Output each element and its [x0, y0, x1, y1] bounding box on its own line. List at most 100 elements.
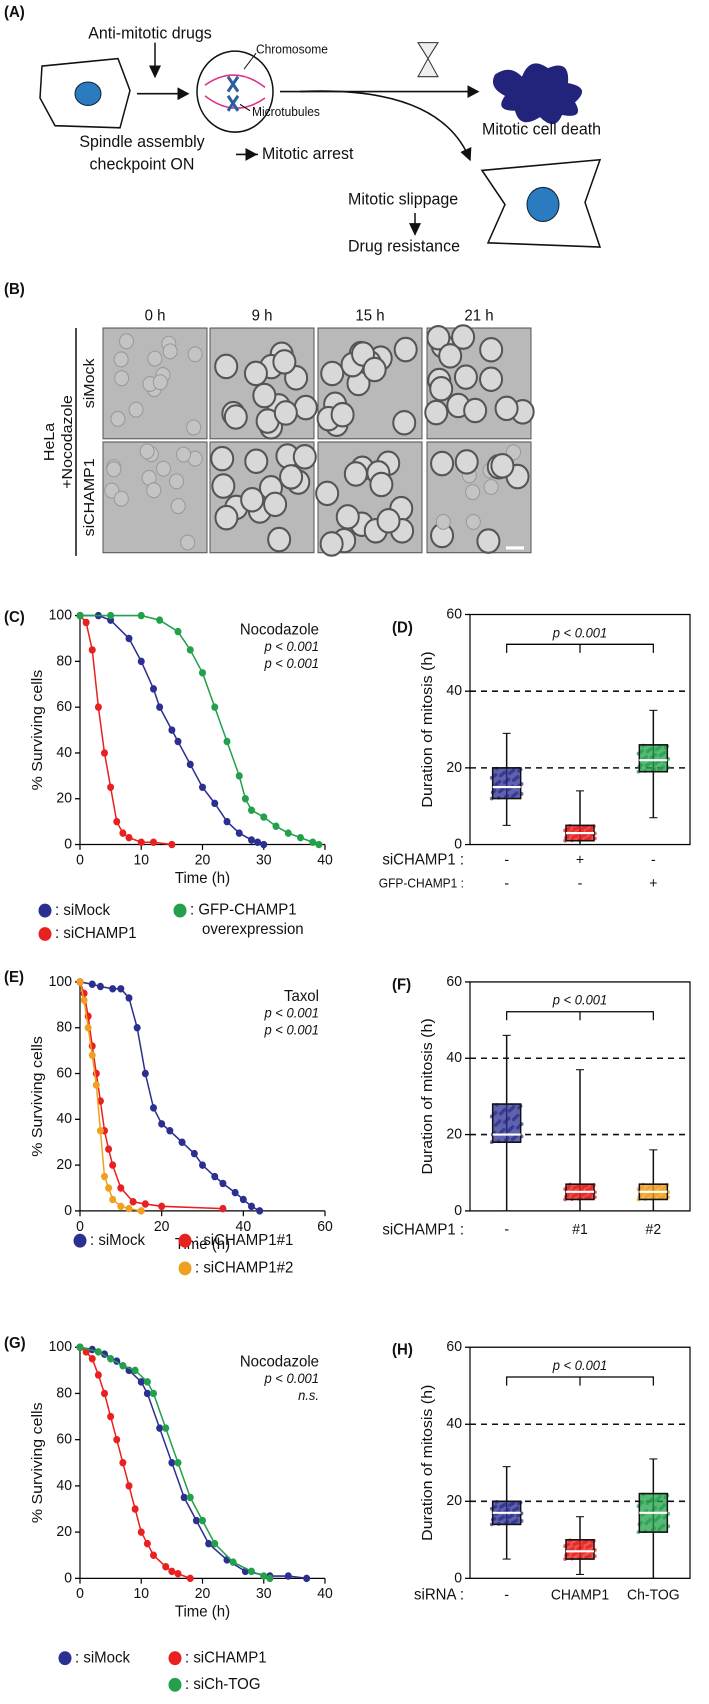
data-point: [150, 685, 157, 693]
y-tick-label: 40: [56, 745, 72, 761]
data-point: [260, 813, 268, 821]
data-point: [137, 611, 145, 620]
cell: [335, 504, 360, 530]
data-point: [156, 703, 164, 711]
data-point: [303, 1574, 311, 1583]
cell: [320, 360, 345, 387]
annotation: Nocodazole: [240, 621, 319, 639]
condition-level: #2: [646, 1222, 662, 1238]
data-point: [109, 1195, 117, 1204]
cell: [483, 479, 499, 496]
panel-label: (E): [4, 968, 24, 986]
cell: [244, 448, 269, 474]
y-tick-label: 20: [446, 759, 462, 775]
x-tick-label: 0: [76, 1218, 84, 1234]
data-point: [82, 618, 90, 627]
legend-label: : siMock: [90, 1232, 145, 1250]
data-point: [248, 806, 255, 814]
legend-marker: [178, 1261, 192, 1276]
cell: [451, 324, 476, 350]
data-point: [101, 1172, 108, 1181]
y-axis-label: Duration of mitosis (h): [419, 1385, 435, 1541]
data-point: [88, 1355, 96, 1363]
data-point: [119, 829, 127, 837]
series-line: [79, 981, 223, 1210]
y-tick-label: 60: [56, 1065, 72, 1081]
legend-marker: [173, 903, 187, 918]
legend-marker: [38, 903, 52, 918]
data-point: [137, 1378, 145, 1386]
nucleus: [526, 186, 560, 223]
data-point: [150, 1551, 157, 1559]
data-point: [141, 1069, 149, 1078]
data-point: [174, 1459, 182, 1467]
significance-bracket: [506, 643, 654, 653]
annotation: Nocodazole: [240, 1353, 319, 1371]
data-point: [125, 833, 133, 842]
cell: [293, 394, 318, 421]
data-point: [168, 1567, 176, 1576]
data-point: [109, 985, 117, 993]
y-tick-label: 20: [446, 1493, 462, 1509]
y-tick-label: 0: [64, 1202, 72, 1218]
y-axis-label: % Surviving cells: [29, 669, 45, 790]
y-axis-label: % Surviving cells: [29, 1402, 45, 1523]
condition-level: -: [504, 1222, 509, 1238]
condition-level: -: [504, 852, 509, 868]
data-point: [156, 1424, 164, 1432]
cell: [162, 343, 178, 360]
cell: [438, 343, 463, 369]
column-label: 9 h: [252, 307, 273, 325]
x-tick-label: 0: [76, 1586, 84, 1602]
condition-level: -: [504, 1587, 509, 1603]
data-point: [119, 1361, 127, 1370]
data-point: [192, 1516, 200, 1525]
cell: [147, 350, 163, 367]
label: Mitotic slippage: [348, 189, 458, 209]
cell: [429, 375, 454, 402]
y-tick-label: 60: [446, 973, 462, 989]
y-tick-label: 0: [454, 1202, 462, 1218]
data-point: [107, 1355, 115, 1363]
label: Chromosome: [256, 42, 328, 56]
y-tick-label: 20: [56, 790, 72, 806]
cell: [252, 382, 277, 409]
annotation: p < 0.001: [264, 639, 319, 654]
data-point: [113, 1435, 121, 1444]
cell: [267, 526, 292, 553]
cell: [211, 473, 236, 499]
x-tick-label: 0: [76, 852, 84, 868]
condition-name: siCHAMP1 :: [382, 1221, 464, 1239]
label: Microtubules: [252, 105, 320, 119]
y-tick-label: 40: [446, 683, 462, 699]
box: [565, 1539, 595, 1560]
cell: [424, 399, 449, 426]
y-tick-label: 100: [49, 973, 72, 989]
data-point: [297, 833, 304, 842]
data-point: [239, 1195, 247, 1204]
cell: [214, 353, 239, 380]
data-point: [143, 1378, 151, 1386]
data-point: [186, 646, 194, 654]
data-point: [266, 1574, 274, 1583]
significance-bracket: [506, 1011, 654, 1021]
condition-name: siRNA :: [414, 1586, 464, 1604]
chromosomes: [226, 75, 240, 112]
cell: [119, 333, 135, 350]
y-tick-label: 0: [64, 1570, 72, 1586]
label: Spindle assembly: [79, 132, 205, 152]
legend-marker: [178, 1233, 192, 1248]
data-point: [272, 822, 280, 830]
annotation: n.s.: [298, 1388, 319, 1403]
label: checkpoint ON: [90, 154, 195, 174]
condition-level: +: [576, 852, 584, 868]
y-tick-label: 20: [446, 1126, 462, 1142]
data-point: [174, 1569, 182, 1578]
micrographs: HeLa +Nocodazole 0 h 9 h 15 h 21 h siMock siC…: [41, 307, 535, 557]
data-point: [284, 1572, 292, 1580]
cell: [273, 400, 298, 426]
data-point: [162, 1563, 170, 1571]
data-point: [117, 985, 125, 993]
x-tick-label: 20: [154, 1218, 170, 1234]
